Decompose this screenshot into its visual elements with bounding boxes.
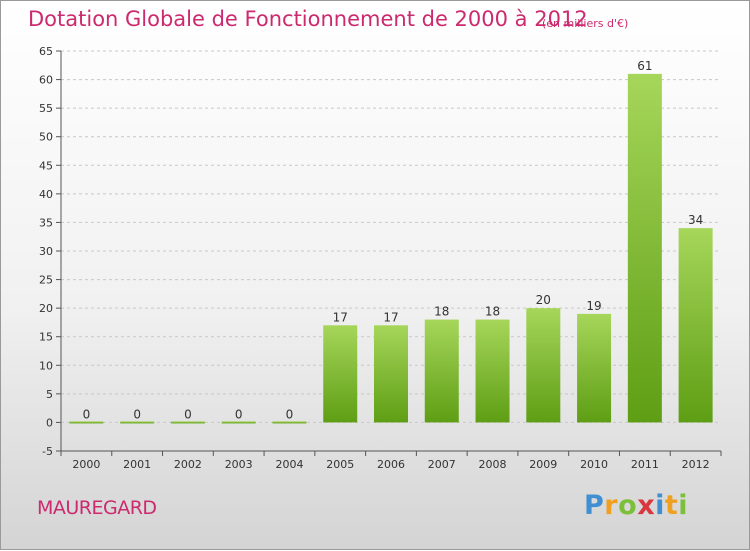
y-tick-label: 65 [39,45,53,58]
y-tick-label: 10 [39,359,53,372]
y-tick-label: 60 [39,74,53,87]
bar-value-label: 19 [586,299,601,313]
x-tick-label: 2005 [326,458,354,471]
y-tick-label: 35 [39,216,53,229]
x-tick-label: 2008 [479,458,507,471]
x-tick-label: 2003 [225,458,253,471]
x-tick-label: 2000 [72,458,100,471]
x-tick-label: 2009 [529,458,557,471]
logo-letter: o [618,490,638,521]
proxiti-logo: Proxiti [584,490,688,521]
bar-value-label: 17 [333,310,348,324]
x-tick-label: 2011 [631,458,659,471]
y-tick-label: 50 [39,131,53,144]
bar-2009 [526,308,561,423]
y-tick-label: 40 [39,188,53,201]
bar-value-label: 0 [184,407,192,421]
x-tick-label: 2002 [174,458,202,471]
x-tick-label: 2012 [682,458,710,471]
bar-value-label: 0 [235,407,243,421]
y-tick-label: 45 [39,159,53,172]
bar-2002 [170,421,205,424]
bar-value-label: 18 [434,305,449,319]
bar-2012 [678,228,713,423]
y-tick-label: 30 [39,245,53,258]
x-axis-ticks: 2000 2001 2002 2003 2004 2005 2006 2007 2008 2009… [60,451,722,471]
logo-letter: x [637,490,656,521]
bar-2008 [475,319,510,423]
bar-value-label: 0 [83,407,91,421]
x-tick-label: 2007 [428,458,456,471]
bar-2001 [120,421,155,424]
x-tick-label: 2010 [580,458,608,471]
y-tick-label: 15 [39,331,53,344]
y-tick-label: 20 [39,302,53,315]
y-tick-label: 25 [39,274,53,287]
bar-2000 [69,421,104,424]
logo-letter: P [584,490,605,521]
bar-value-label: 20 [536,293,551,307]
bar-2003 [221,421,256,424]
y-tick-label: 55 [39,102,53,115]
chart-title: Dotation Globale de Fonctionnement de 20… [28,7,588,31]
x-tick-label: 2006 [377,458,405,471]
bar-value-label: 34 [688,213,703,227]
y-axis-ticks: -5 0 5 10 15 20 25 30 35 40 45 50 55 60 65 [39,45,61,458]
x-tick-label: 2004 [275,458,303,471]
bar-2005 [323,325,358,423]
y-tick-label: -5 [42,445,53,458]
x-tick-label: 2001 [123,458,151,471]
bar-value-label: 0 [133,407,141,421]
logo-letter: i [655,490,665,521]
bar-value-label: 17 [383,310,398,324]
logo-letter: r [604,490,619,521]
bar-value-label: 18 [485,305,500,319]
bars: 0 0 0 0 0 17 17 18 18 20 19 61 34 [69,59,713,424]
axes [60,51,721,452]
bar-2006 [374,325,408,423]
y-tick-label: 0 [46,416,53,429]
bar-2011 [627,73,662,423]
logo-letter: t [664,490,679,521]
bar-2010 [577,313,612,423]
bar-value-label: 61 [637,59,652,73]
logo-letter: i [678,490,689,521]
bar-2007 [424,319,459,423]
bar-value-label: 0 [286,407,294,421]
y-tick-label: 5 [46,388,53,401]
chart-subtitle: (en milliers d'€) [542,17,629,30]
town-name: MAUREGARD [37,497,157,519]
bar-2004 [272,421,307,424]
